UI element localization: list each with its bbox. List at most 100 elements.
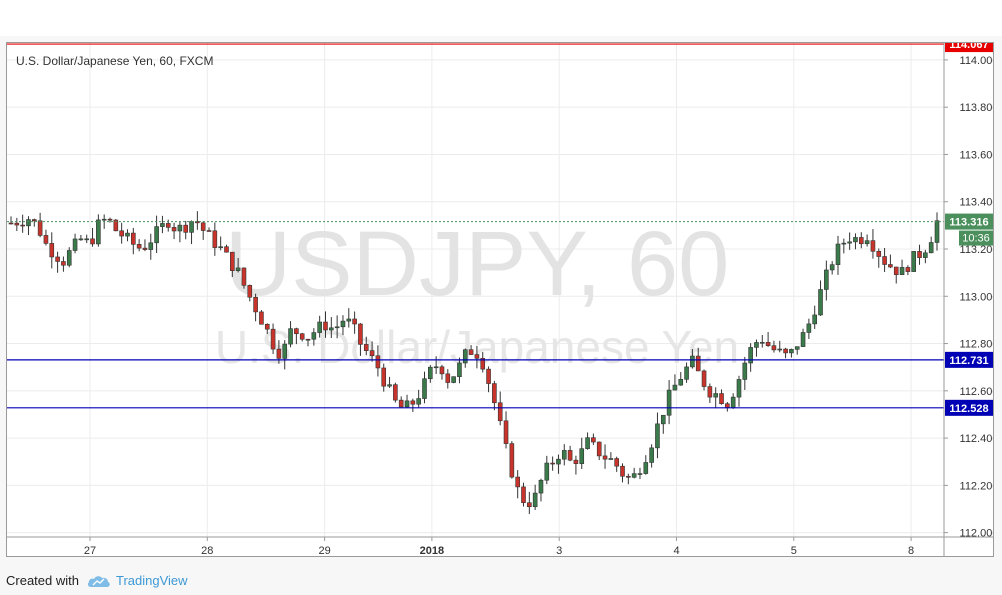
x-tick-label: 28 <box>201 545 213 556</box>
candle-body <box>806 323 812 333</box>
candle-body <box>847 241 852 244</box>
candle-body <box>305 338 311 341</box>
chart-canvas[interactable]: USDJPY, 60 U.S. Dollar/Japanese Yen 112.… <box>7 43 993 556</box>
level-price-text: 112.731 <box>949 355 988 367</box>
candle-body <box>177 224 183 232</box>
candle-body <box>439 366 445 375</box>
candle-body <box>544 462 550 481</box>
candle-body <box>404 400 410 408</box>
candle-body <box>620 465 625 477</box>
candle-body <box>870 240 876 252</box>
candle-body <box>206 230 212 232</box>
candle-body <box>113 219 119 232</box>
candle-body <box>37 220 43 236</box>
candle-body <box>486 368 491 384</box>
candle-body <box>713 393 718 398</box>
candle-body <box>655 423 660 449</box>
candle-body <box>142 247 148 250</box>
candle-body <box>66 250 72 266</box>
candle-body <box>317 321 322 333</box>
candle-body <box>387 384 392 387</box>
candle-body <box>923 252 928 258</box>
x-tick-label: 5 <box>791 545 797 556</box>
candle-body <box>567 450 573 461</box>
candle-body <box>264 323 270 330</box>
x-tick-label: 4 <box>673 545 679 556</box>
candle-body <box>527 502 532 508</box>
countdown-text: 10:36 <box>962 233 990 245</box>
tradingview-cloud-icon[interactable] <box>87 574 111 588</box>
y-tick-label: 113.400 <box>960 197 993 209</box>
candle-body <box>14 222 20 226</box>
candle-body <box>660 414 666 425</box>
candle-body <box>893 266 899 275</box>
candle-body <box>579 448 585 464</box>
y-tick-label: 112.400 <box>960 433 993 445</box>
candle-body <box>503 420 509 444</box>
candle-body <box>701 370 707 387</box>
level-price-badge <box>945 43 993 53</box>
candle-body <box>416 398 421 405</box>
candle-body <box>451 376 456 383</box>
candle-body <box>818 289 823 316</box>
candle-body <box>352 318 357 325</box>
grid <box>7 43 944 537</box>
candle-body <box>794 346 800 350</box>
countdown-badge <box>959 230 993 246</box>
chart-panel[interactable]: USDJPY, 60 U.S. Dollar/Japanese Yen 112.… <box>6 42 994 557</box>
candle-body <box>288 328 293 345</box>
y-tick-label: 112.600 <box>960 386 993 398</box>
candle-body <box>410 400 416 405</box>
candle-body <box>96 219 101 245</box>
candle-body <box>381 367 387 387</box>
candle-body <box>49 243 55 258</box>
time-axis[interactable]: 27 28 29 2018 3 4 5 8 <box>84 537 914 556</box>
candle-body <box>899 267 905 275</box>
candle-body <box>346 318 352 322</box>
candle-body <box>131 232 136 245</box>
created-with-text: Created with <box>6 573 79 588</box>
candle-body <box>684 366 689 380</box>
candle-body <box>521 486 526 504</box>
level-price-text: 112.528 <box>949 403 988 415</box>
price-labels: 114.067 112.731 112.528 113.316 10:36 <box>945 43 993 416</box>
candle-body <box>765 341 771 346</box>
candle-body <box>311 332 317 340</box>
candle-body <box>398 399 404 408</box>
candle-body <box>218 246 223 249</box>
candle-body <box>90 238 95 245</box>
candle-body <box>730 396 736 408</box>
horizontal-levels[interactable] <box>7 43 944 409</box>
candle-body <box>457 362 462 377</box>
x-tick-label: 2018 <box>420 545 444 556</box>
candle-body <box>853 237 858 243</box>
candle-body <box>299 333 305 340</box>
candle-body <box>841 242 847 245</box>
candle-body <box>742 362 748 380</box>
candle-body <box>200 222 206 231</box>
candle-body <box>637 473 643 475</box>
x-tick-label: 3 <box>556 545 562 556</box>
price-axis[interactable]: 112.000 112.200 112.400 112.600 112.800 113.0… <box>944 55 993 540</box>
y-tick-label: 113.000 <box>960 291 993 303</box>
candle-body <box>101 218 107 221</box>
candle-body <box>165 223 171 228</box>
tradingview-link[interactable]: TradingView <box>115 573 188 588</box>
candle-body <box>247 285 253 298</box>
candle-body <box>602 455 608 460</box>
candle-body <box>678 379 684 386</box>
candle-body <box>835 243 841 265</box>
candle-body <box>888 264 893 268</box>
y-tick-label: 113.800 <box>960 102 993 114</box>
candle-body <box>393 384 398 401</box>
candle-body <box>614 458 619 467</box>
candle-body <box>329 327 334 331</box>
candle-body <box>649 447 654 463</box>
candle-body <box>759 341 765 344</box>
candle-body <box>43 235 49 244</box>
candle-body <box>480 357 486 370</box>
candle-body <box>719 393 724 405</box>
candle-body <box>428 366 433 380</box>
candle-body <box>253 296 258 313</box>
candle-body <box>690 355 695 368</box>
